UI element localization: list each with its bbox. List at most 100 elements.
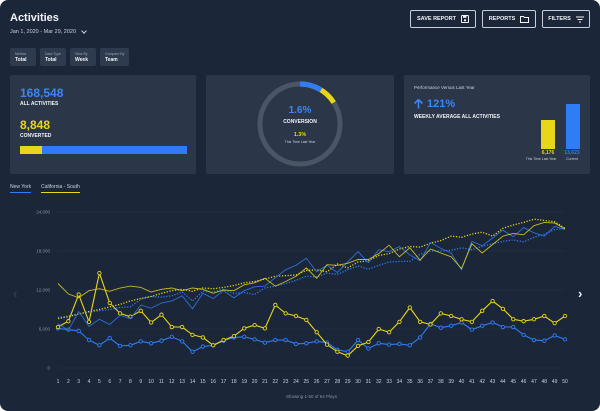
data-point xyxy=(180,339,185,344)
x-tick-label: 44 xyxy=(500,379,506,385)
date-range-label: Jan 1, 2020 - Mar 29, 2020 xyxy=(10,29,77,35)
data-point xyxy=(86,337,92,343)
x-tick-label: 49 xyxy=(552,379,558,385)
data-point xyxy=(345,349,350,354)
x-tick-label: 48 xyxy=(542,379,548,385)
data-point xyxy=(148,341,154,346)
x-tick-label: 41 xyxy=(469,379,475,385)
filter-metrics[interactable]: Metrics Total xyxy=(10,48,36,66)
performance-change: 121% xyxy=(414,98,455,110)
x-tick-label: 2 xyxy=(67,379,70,385)
reports-button[interactable]: REPORTS xyxy=(482,10,536,28)
save-report-button[interactable]: SAVE REPORT xyxy=(410,10,476,28)
data-point xyxy=(86,319,92,325)
last-year-conversion-label: This Time Last Year xyxy=(284,140,316,144)
x-tick-label: 14 xyxy=(190,379,196,385)
data-point xyxy=(417,335,423,340)
filter-lines-icon xyxy=(575,16,584,22)
data-point xyxy=(190,332,195,338)
x-tick-label: 12 xyxy=(169,379,175,385)
data-point xyxy=(200,344,206,349)
data-point xyxy=(407,305,412,310)
legend-new-york[interactable]: New York xyxy=(10,184,32,193)
date-range-selector[interactable]: Jan 1, 2020 - Mar 29, 2020 xyxy=(10,28,87,35)
data-point xyxy=(366,346,371,351)
chevron-left-icon[interactable]: ‹ xyxy=(13,286,18,301)
filter-value: Total xyxy=(45,56,57,63)
data-point xyxy=(428,322,433,327)
filter-value: Team xyxy=(105,56,118,63)
data-point xyxy=(459,317,464,322)
all-activities-label: ALL ACTIVITIES xyxy=(20,101,59,107)
data-point xyxy=(76,292,81,297)
data-point xyxy=(562,337,568,342)
data-point xyxy=(552,321,557,326)
y-tick-label: 24,000 xyxy=(36,210,50,215)
filter-label: Compare By xyxy=(105,51,125,56)
x-tick-label: 21 xyxy=(262,379,268,385)
conversion-percent: 1.6% xyxy=(288,105,312,116)
x-tick-label: 35 xyxy=(407,379,413,385)
data-point xyxy=(293,341,299,347)
filter-label: Data Type xyxy=(45,51,61,56)
data-point xyxy=(128,343,133,348)
converted-progress-fill xyxy=(20,146,42,154)
data-point xyxy=(500,306,506,312)
x-tick-label: 37 xyxy=(428,379,434,385)
current-bar xyxy=(566,104,580,149)
series-line-5 xyxy=(57,221,566,299)
x-tick-label: 47 xyxy=(531,379,537,385)
data-point xyxy=(335,349,340,354)
filters-button[interactable]: FILTERS xyxy=(542,10,590,28)
data-point xyxy=(148,320,154,325)
save-report-label: SAVE REPORT xyxy=(416,16,456,22)
data-point xyxy=(97,343,102,348)
chevron-right-icon[interactable]: › xyxy=(578,286,583,301)
data-point xyxy=(273,302,278,308)
data-point xyxy=(97,270,102,276)
data-point xyxy=(449,313,454,319)
data-point xyxy=(345,353,350,358)
data-point xyxy=(211,343,216,348)
x-tick-label: 45 xyxy=(510,379,516,385)
data-point xyxy=(169,324,174,330)
data-point xyxy=(117,311,123,316)
filter-label: Metrics xyxy=(15,51,27,56)
data-point xyxy=(449,323,454,328)
filter-compare-by[interactable]: Compare By Team xyxy=(100,48,130,66)
x-tick-label: 6 xyxy=(108,379,111,385)
x-tick-label: 42 xyxy=(479,379,485,385)
chevron-down-icon xyxy=(81,28,87,34)
filter-view-by[interactable]: View By Week xyxy=(70,48,96,66)
data-point xyxy=(273,337,278,343)
chart-legend: New York California - South xyxy=(10,184,80,193)
data-point xyxy=(304,341,309,346)
data-point xyxy=(500,324,506,330)
legend-california-south[interactable]: California - South xyxy=(41,184,80,193)
save-icon xyxy=(461,15,469,23)
conversion-progress-bar xyxy=(20,146,187,154)
data-point xyxy=(531,317,537,322)
filter-value: Week xyxy=(75,56,88,63)
last-year-bar xyxy=(541,120,555,149)
data-point xyxy=(397,341,402,347)
data-point xyxy=(490,298,495,304)
x-tick-label: 24 xyxy=(293,379,299,385)
y-tick-label: 6,000 xyxy=(39,327,51,332)
data-point xyxy=(242,334,247,339)
page-title: Activities xyxy=(10,12,59,24)
data-point xyxy=(469,327,475,332)
x-tick-label: 9 xyxy=(139,379,142,385)
performance-heading: Performance Versus Last Year xyxy=(414,85,475,90)
data-point xyxy=(231,333,237,339)
data-point xyxy=(107,335,112,341)
data-point xyxy=(542,313,547,319)
data-point xyxy=(407,343,412,348)
data-point xyxy=(562,313,568,319)
filter-data-type[interactable]: Data Type Total xyxy=(40,48,66,66)
data-point xyxy=(252,337,257,342)
data-point xyxy=(190,349,195,354)
data-point xyxy=(324,342,330,347)
converted-label: CONVERTED xyxy=(20,133,52,139)
